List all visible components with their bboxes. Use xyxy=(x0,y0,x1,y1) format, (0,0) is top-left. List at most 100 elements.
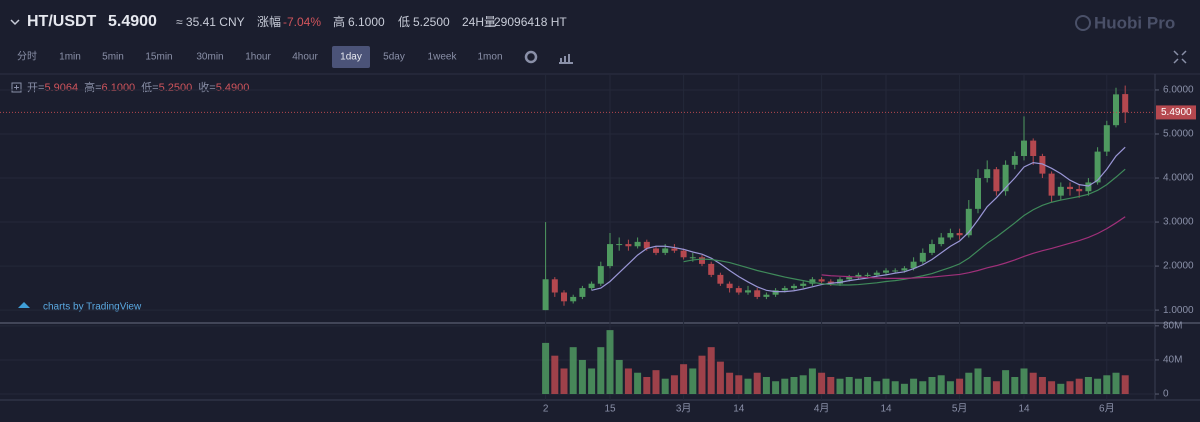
y-tick-label: 2.0000 xyxy=(1163,261,1194,272)
volume-bar xyxy=(854,378,862,395)
watermark: charts by TradingView xyxy=(43,302,142,313)
x-tick-label: 2 xyxy=(543,404,549,415)
y-tick-label: 6.0000 xyxy=(1163,85,1194,96)
volume-bar xyxy=(983,376,991,395)
x-tick-label: 6月 xyxy=(1099,403,1115,415)
interval-button[interactable]: 1hour xyxy=(245,52,271,63)
candle-body xyxy=(708,263,715,275)
interval-button[interactable]: 5min xyxy=(102,52,124,63)
volume-bar xyxy=(919,381,927,395)
x-tick-label: 5月 xyxy=(952,403,968,415)
plot: 1.0000 2.0000 3.0000 4.0000 5.0000 6.0000 0 40M… xyxy=(0,75,1196,415)
tv-logo xyxy=(18,302,30,308)
interval-button[interactable]: 分时 xyxy=(17,51,37,63)
volume-bar xyxy=(937,375,945,395)
candle-body xyxy=(809,279,816,284)
indicator-icon[interactable] xyxy=(559,54,573,64)
interval-button[interactable]: 5day xyxy=(383,52,405,63)
pair: HT/USDT xyxy=(27,13,97,30)
volume-bar xyxy=(974,368,982,395)
interval-button[interactable]: 1min xyxy=(59,52,81,63)
settings-icon[interactable] xyxy=(524,50,538,64)
volume-bar xyxy=(634,372,642,395)
volume-bar xyxy=(1084,376,1092,395)
candle-body xyxy=(625,244,632,247)
legend-toggle[interactable] xyxy=(11,82,22,93)
candle-body xyxy=(689,257,696,259)
y2-tick-label: 0 xyxy=(1163,389,1169,400)
fullscreen-icon[interactable] xyxy=(1173,50,1187,64)
candle-body xyxy=(892,270,899,272)
ohlc-legend: 开= 5.9064 高= 6.1000 低= 5.2500 收= 5.4900 xyxy=(27,80,249,94)
vol: 29096418 HT xyxy=(494,15,567,29)
interval-button[interactable]: 4hour xyxy=(292,52,318,63)
cny: ≈ 35.41 CNY xyxy=(176,15,245,29)
candle-body xyxy=(643,241,650,249)
candle-body xyxy=(883,270,889,273)
candle-body xyxy=(653,248,659,253)
candle-body xyxy=(726,283,733,289)
interval-button[interactable]: 30min xyxy=(196,52,223,63)
active-interval xyxy=(332,46,370,68)
candle-body xyxy=(570,296,577,302)
volume-bar xyxy=(1094,378,1102,395)
candle-body xyxy=(735,288,742,293)
volume-bar xyxy=(873,381,881,395)
candle-body xyxy=(745,290,751,293)
volume-bar xyxy=(781,378,789,395)
volume-bar xyxy=(542,342,550,395)
candle-body xyxy=(855,274,862,278)
volume-bar xyxy=(910,378,918,395)
volume-bar xyxy=(707,347,715,395)
interval-button[interactable]: 1day xyxy=(340,52,362,63)
volume-bar xyxy=(652,370,660,395)
interval-button[interactable]: 15min xyxy=(145,52,172,63)
candle-body xyxy=(791,285,797,289)
volume-bar xyxy=(744,378,752,395)
legend-toggle-plus xyxy=(14,85,19,90)
x-tick-label: 14 xyxy=(733,404,745,415)
candle-body xyxy=(607,244,613,267)
volume-bar xyxy=(726,372,734,395)
volume-bar xyxy=(992,381,1000,395)
volume-bar xyxy=(790,376,798,395)
low-label: 低 xyxy=(398,15,410,29)
legend-value: 5.2500 xyxy=(159,82,193,94)
volume-bar xyxy=(1029,372,1037,395)
volume-bar xyxy=(716,361,724,395)
candle-body xyxy=(671,248,678,251)
volume-bar xyxy=(1121,375,1129,395)
candle-body xyxy=(616,244,623,246)
interval-button[interactable]: 1mon xyxy=(477,52,502,63)
candle-body xyxy=(680,250,687,258)
volume-bar xyxy=(1011,376,1019,395)
high: 6.1000 xyxy=(348,15,385,29)
candle-body xyxy=(837,279,843,284)
candle-body xyxy=(873,272,880,275)
volume-bar xyxy=(689,368,697,395)
change-label: 涨幅 xyxy=(257,14,281,29)
y-tick-label: 1.0000 xyxy=(1163,305,1194,316)
interval-button[interactable]: 1week xyxy=(428,52,458,63)
dropdown-icon[interactable] xyxy=(10,19,20,26)
legend-key: 高= xyxy=(84,80,101,94)
moving-average xyxy=(591,146,1126,293)
candle-body xyxy=(901,268,908,271)
y-tick-label: 3.0000 xyxy=(1163,217,1194,228)
volume-bar xyxy=(578,359,586,395)
volume-bar xyxy=(1066,381,1074,395)
candle-body xyxy=(975,178,981,209)
volume-bar xyxy=(956,378,964,395)
candle-body xyxy=(846,277,853,280)
candle-body xyxy=(772,290,779,295)
moving-average xyxy=(821,216,1126,280)
volume-bar xyxy=(845,376,853,395)
brand-logo xyxy=(1075,15,1091,31)
volume-bar xyxy=(735,375,743,395)
volume-bar xyxy=(1002,370,1010,395)
x-tick-label: 3月 xyxy=(676,403,692,415)
candle-body xyxy=(561,292,567,302)
legend-key: 收= xyxy=(198,80,215,94)
volume-bar xyxy=(1038,376,1046,395)
candle-body xyxy=(818,279,825,282)
